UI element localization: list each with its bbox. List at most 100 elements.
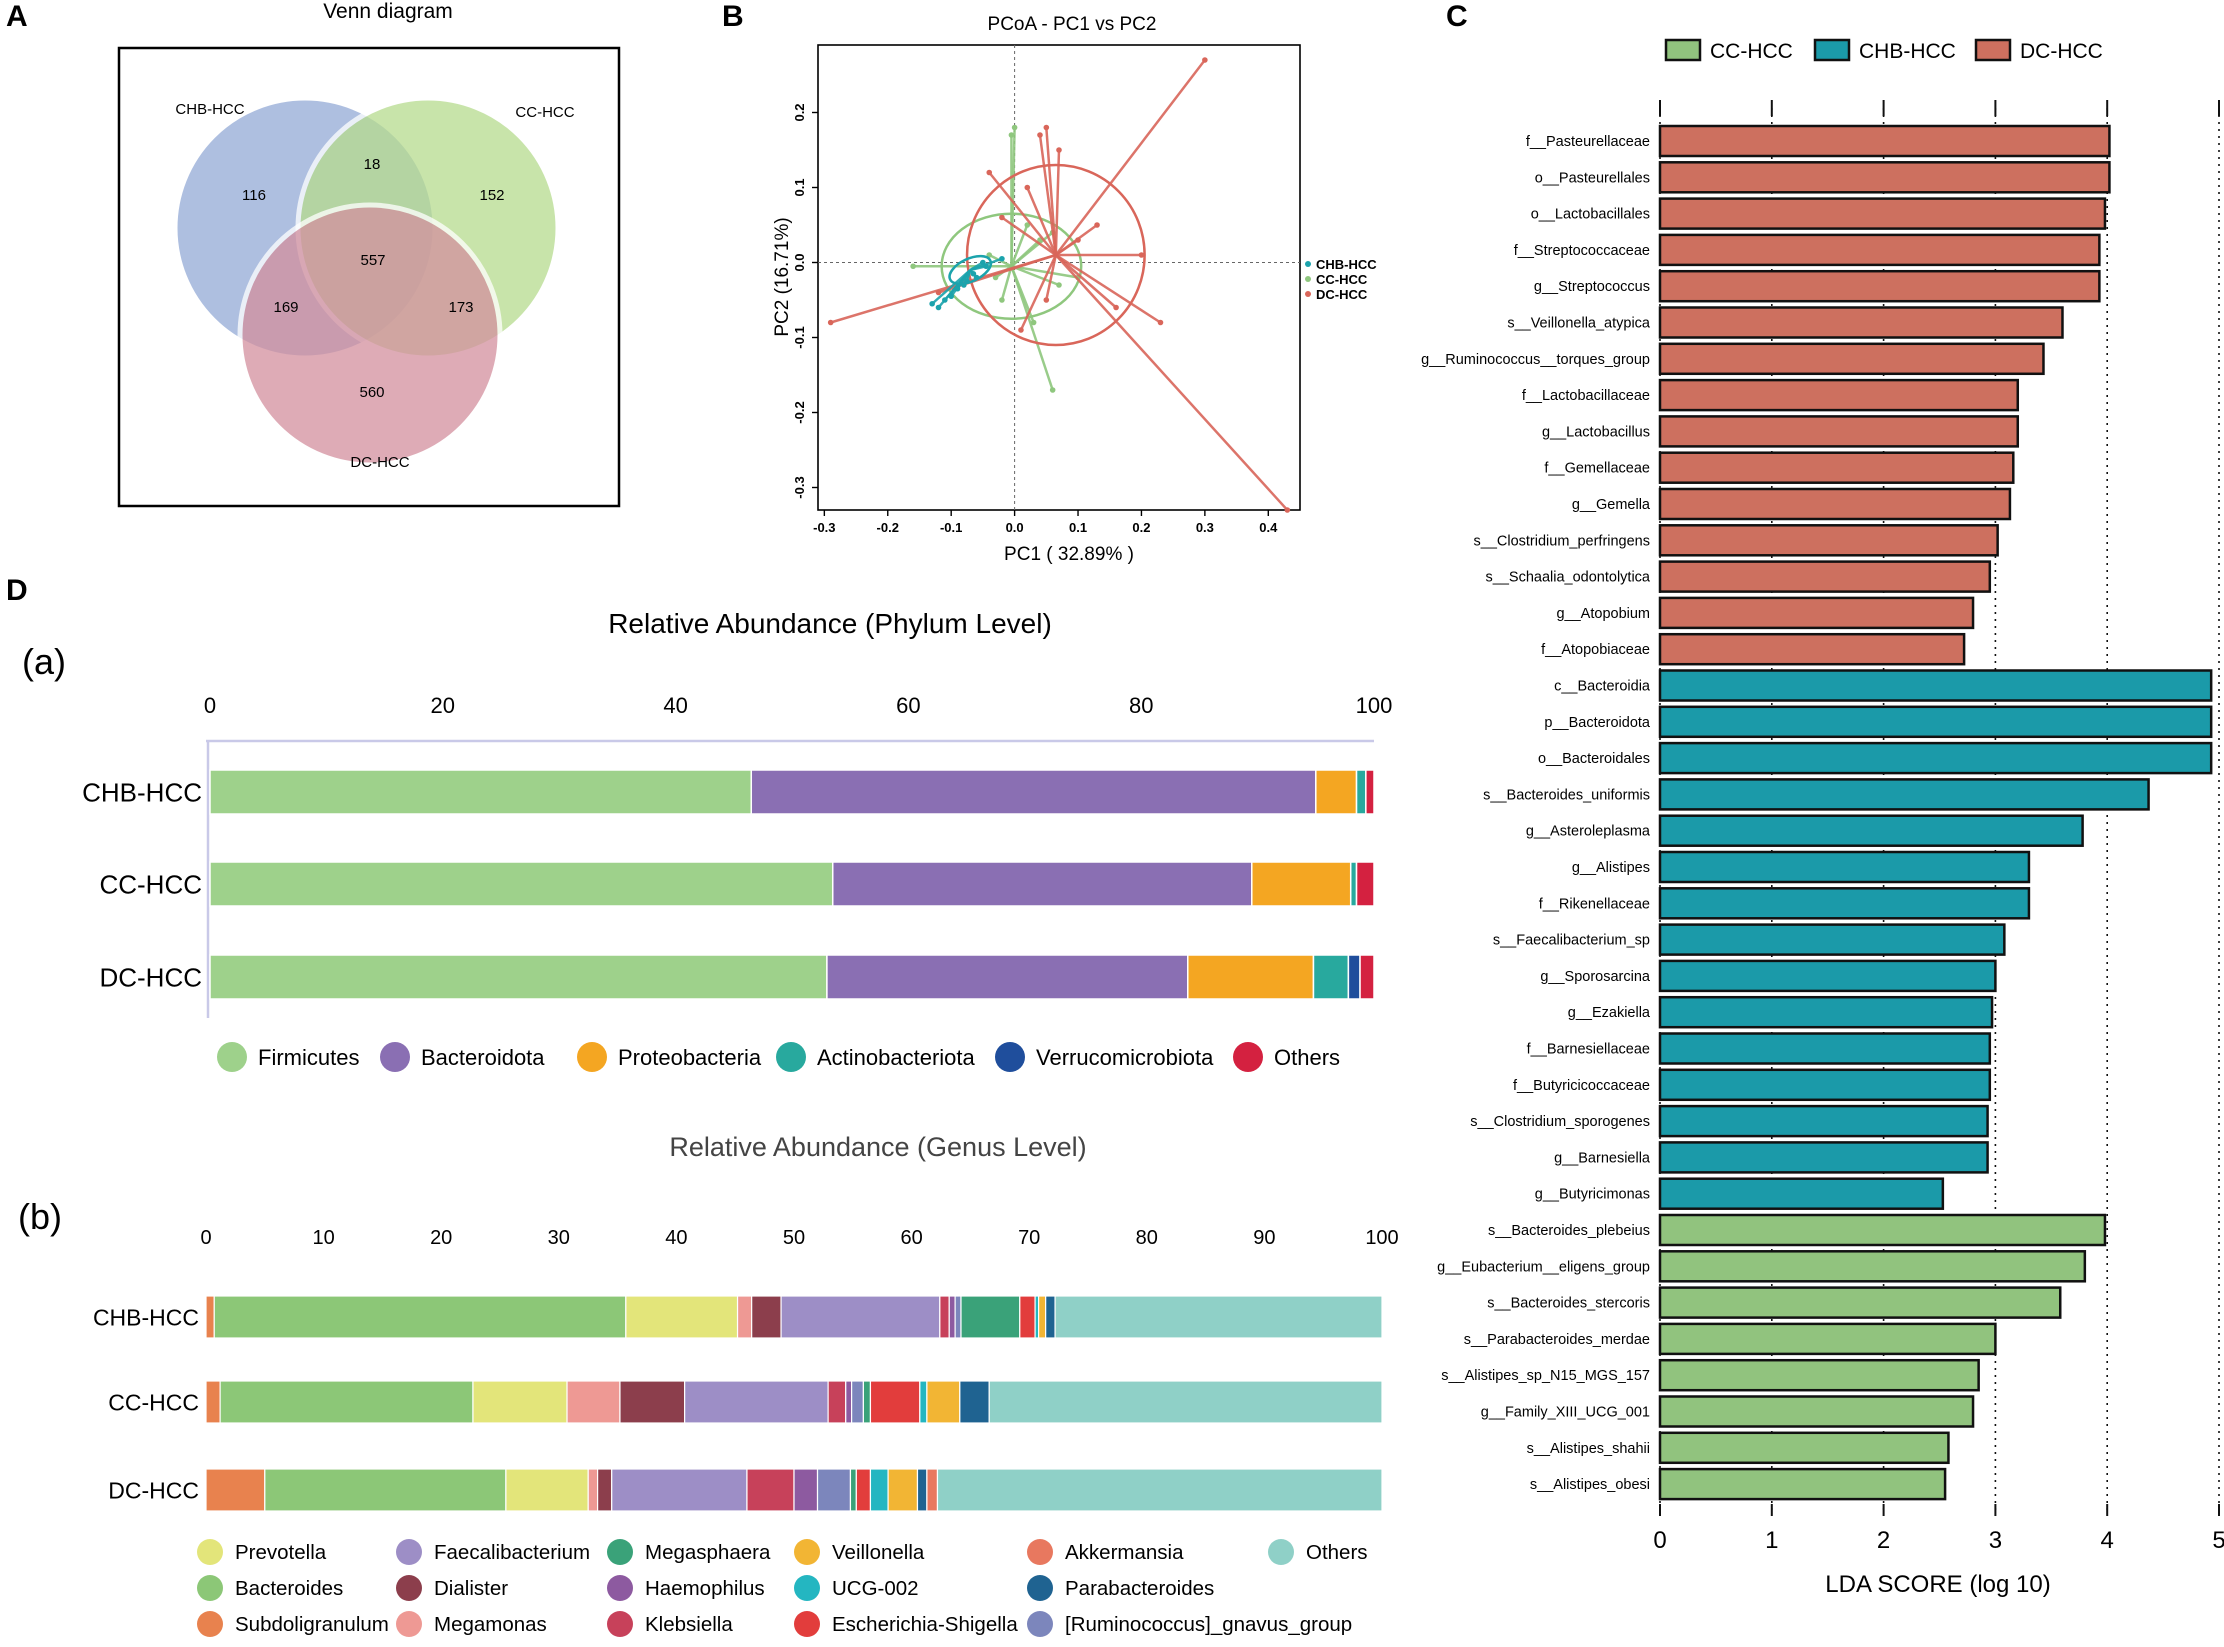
lda-legend-label-dc-hcc: DC-HCC: [2020, 40, 2103, 63]
stacked-segment: [611, 1468, 748, 1512]
lda-bar: [1658, 1032, 1992, 1065]
pcoa-y-tick-label: 0.0: [792, 253, 807, 271]
stacked-segment: [1349, 861, 1358, 907]
lda-bar-label: s__Bacteroides_uniformis: [1483, 787, 1650, 803]
pcoa-plot: PCoA - PC1 vs PC2 -0.3 -0.2 -0.1 0.0 0.1 0.2 0…: [772, 14, 1377, 565]
stacked-segment: [1315, 769, 1358, 815]
lda-bar-label: s__Parabacteroides_merdae: [1464, 1332, 1650, 1348]
lda-bar: [1658, 923, 2006, 956]
genus-legend-marker: [197, 1575, 223, 1601]
pcoa-y-tick-label: 0.2: [792, 103, 807, 121]
pcoa-spoke-dc-hcc: [1038, 134, 1058, 256]
venn-diagram: Venn diagram CHB-HCC CC-HCC DC-HCC 116 1…: [117, 0, 621, 508]
stacked-segment: [1359, 954, 1375, 1000]
lda-x-tick-label: 2: [1877, 1527, 1890, 1554]
lda-legend-swatch-chb-hcc: [1813, 38, 1851, 62]
stacked-segment: [625, 1295, 739, 1339]
phylum-chart: (a) Relative Abundance (Phylum Level) 0 2…: [22, 608, 1392, 1072]
genus-legend-label: Dialister: [434, 1577, 508, 1600]
lda-bar-label: g__Sporosarcina: [1540, 969, 1651, 985]
stacked-segment: [916, 1468, 928, 1512]
lda-bar: [1658, 560, 1992, 593]
lda-bar: [1658, 1250, 2087, 1283]
lda-x-tick-label: 4: [2101, 1527, 2114, 1554]
pcoa-point-cc-hcc: [992, 274, 999, 281]
stacked-segment: [855, 1468, 872, 1512]
pcoa-legend-label-dc-hcc: DC-HCC: [1316, 287, 1368, 302]
pcoa-point-dc-hcc: [999, 214, 1005, 221]
lda-bar: [1658, 887, 2031, 920]
stacked-segment: [219, 1380, 474, 1424]
venn-count-dc-only: 560: [359, 384, 384, 401]
lda-bar: [1658, 1467, 1947, 1501]
pcoa-y-tick-label: -0.2: [792, 401, 807, 423]
lda-bar: [1658, 451, 2015, 484]
lda-bar: [1658, 778, 2150, 811]
stacked-x-tick-label: 20: [430, 1227, 452, 1249]
stacked-segment: [816, 1468, 852, 1512]
stacked-segment: [205, 1380, 221, 1424]
venn-frame: [117, 46, 621, 508]
stacked-segment: [869, 1380, 921, 1424]
lda-bar: [1658, 632, 1966, 666]
stacked-segment: [988, 1380, 1383, 1424]
genus-chart: (b) Relative Abundance (Genus Level) 0 10…: [18, 1132, 1399, 1637]
lda-bar-label: f__Rikenellaceae: [1539, 896, 1650, 912]
pcoa-ellipse-chb-hcc: [948, 254, 993, 286]
pcoa-point-dc-hcc: [1202, 57, 1208, 63]
phylum-legend-marker: [776, 1042, 806, 1072]
panel-letter-d: D: [6, 574, 28, 607]
lda-bar: [1658, 814, 2084, 847]
lda-bar-label: g__Atopobium: [1556, 606, 1650, 622]
stacked-segment: [1019, 1295, 1036, 1339]
pcoa-spoke-dc-hcc: [1045, 254, 1058, 301]
stacked-segment: [960, 1295, 1021, 1339]
lda-bar-label: g__Butyricimonas: [1535, 1187, 1650, 1203]
lda-bar-label: g__Gemella: [1572, 497, 1651, 513]
stacked-segment: [845, 1380, 853, 1424]
lda-bar: [1658, 1213, 2107, 1247]
stacked-segment: [887, 1468, 919, 1512]
phylum-sublabel: (a): [22, 641, 66, 682]
genus-legend-label: Subdoligranulum: [235, 1613, 389, 1636]
pcoa-y-tick-label: -0.1: [792, 326, 807, 348]
stacked-segment: [939, 1295, 950, 1339]
venn-count-chb-dc: 169: [273, 299, 298, 316]
stacked-segment: [619, 1380, 686, 1424]
stacked-x-tick-label: 60: [896, 693, 920, 718]
pcoa-legend-label-cc-hcc: CC-HCC: [1316, 272, 1368, 287]
stacked-segment: [209, 954, 828, 1000]
genus-legend-label: Parabacteroides: [1065, 1577, 1214, 1600]
phylum-title: Relative Abundance (Phylum Level): [608, 608, 1052, 639]
phylum-legend-label: Bacteroidota: [421, 1045, 545, 1070]
lda-bar-label: o__Pasteurellales: [1535, 170, 1650, 186]
genus-legend-label: Megasphaera: [645, 1541, 771, 1564]
venn-label-dc: DC-HCC: [350, 454, 409, 471]
pcoa-point-dc-hcc: [935, 289, 942, 296]
pcoa-point-chb-hcc: [929, 300, 935, 307]
stacked-x-tick-label: 80: [1129, 693, 1153, 718]
lda-bar-label: g__Ruminococcus__torques_group: [1421, 352, 1650, 368]
lda-bar-label: s__Bacteroides_plebeius: [1488, 1223, 1650, 1239]
stacked-segment: [1054, 1295, 1383, 1339]
lda-chart: CC-HCC CHB-HCC DC-HCC 0 1 2 3 4 5 f__Pasteurell…: [1421, 38, 2224, 1598]
phylum-legend-label: Proteobacteria: [618, 1045, 762, 1070]
lda-bar: [1658, 705, 2213, 739]
stacked-category-label: CHB-HCC: [82, 777, 202, 807]
pcoa-point-chb-hcc: [942, 297, 948, 303]
stacked-x-tick-label: 20: [431, 693, 455, 718]
genus-legend-marker: [794, 1575, 820, 1601]
lda-bar: [1658, 596, 1975, 630]
pcoa-spoke-chb-hcc: [969, 257, 1003, 272]
stacked-segment: [1365, 769, 1375, 815]
pcoa-point-cc-hcc: [1011, 124, 1018, 131]
pcoa-spoke-dc-hcc: [1054, 149, 1061, 256]
phylum-legend-label: Firmicutes: [258, 1045, 359, 1070]
stacked-category-label: CC-HCC: [108, 1389, 199, 1415]
venn-count-chb-only: 116: [242, 187, 266, 204]
lda-bar-label: s__Clostridium_sporogenes: [1470, 1114, 1650, 1130]
stacked-segment: [793, 1468, 819, 1512]
genus-legend-label: UCG-002: [832, 1577, 919, 1600]
pcoa-x-tick-label: -0.1: [940, 520, 962, 535]
pcoa-point-cc-hcc: [1024, 222, 1031, 228]
